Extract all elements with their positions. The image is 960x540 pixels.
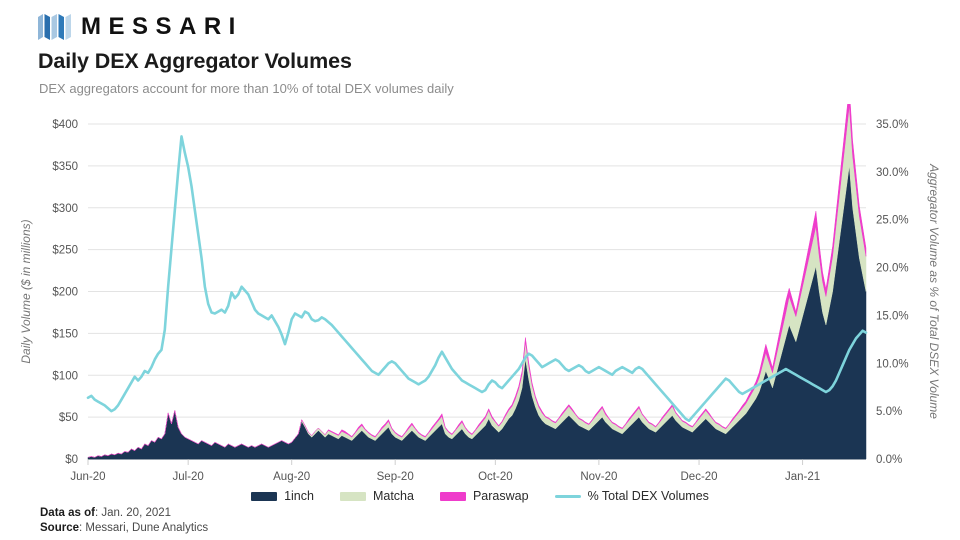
source-value: : Messari, Dune Analytics xyxy=(79,522,209,534)
y-axis-tick-label: $250 xyxy=(52,245,78,257)
messari-logo-icon xyxy=(38,14,71,40)
source-label: Source xyxy=(40,522,79,534)
y-axis-tick-label: $0 xyxy=(65,454,78,466)
chart-footer: Data as of: Jan. 20, 2021 Source: Messar… xyxy=(40,506,208,536)
y-axis-tick-label: $100 xyxy=(52,370,78,382)
line-series-pct-total-dex-volumes xyxy=(86,135,868,423)
legend-item-1inch[interactable]: 1inch xyxy=(251,489,314,503)
legend-label: Paraswap xyxy=(472,489,529,503)
y2-axis-tick-label: 15.0% xyxy=(876,310,909,322)
y-axis-tick-label: $150 xyxy=(52,328,78,340)
y-axis-tick-label: $350 xyxy=(52,161,78,173)
page-title: Daily DEX Aggregator Volumes xyxy=(38,49,352,73)
legend-swatch-icon xyxy=(554,494,581,498)
data-as-of-row: Data as of: Jan. 20, 2021 xyxy=(40,506,208,521)
data-as-of-label: Data as of xyxy=(40,507,95,519)
data-as-of-value: : Jan. 20, 2021 xyxy=(94,507,172,519)
y2-axis-tick-label: 0.0% xyxy=(876,454,902,466)
brand-name: MESSARI xyxy=(81,13,243,40)
y2-axis-tick-label: 25.0% xyxy=(876,215,909,227)
x-axis-tick-label: Jan-21 xyxy=(785,471,820,483)
y-axis-tick-label: $200 xyxy=(52,287,78,299)
y2-axis-tick-label: 30.0% xyxy=(876,167,909,179)
y-axis-tick-label: $400 xyxy=(52,119,78,131)
y2-axis-title: Aggregator Volume as % of Total DSEX Vol… xyxy=(927,163,941,419)
x-axis-tick-label: Aug-20 xyxy=(273,471,310,483)
legend-label: 1inch xyxy=(284,489,314,503)
chart-legend: 1inch Matcha Paraswap % Total DEX Volumes xyxy=(0,489,960,503)
legend-swatch-icon xyxy=(439,491,466,501)
legend-label: Matcha xyxy=(372,489,414,503)
x-axis-tick-label: Sep-20 xyxy=(377,471,414,483)
brand-header: MESSARI xyxy=(38,12,243,42)
y2-axis-tick-label: 35.0% xyxy=(876,119,909,131)
area-series-paraswap xyxy=(87,104,867,458)
y-axis-title: Daily Volume ($ in millions) xyxy=(19,219,33,363)
x-axis-tick-label: Jul-20 xyxy=(173,471,204,483)
y2-axis-tick-label: 20.0% xyxy=(876,263,909,275)
legend-swatch-icon xyxy=(251,491,278,501)
x-axis-tick-label: Nov-20 xyxy=(580,471,617,483)
legend-item-total-dex-volumes[interactable]: % Total DEX Volumes xyxy=(554,489,709,503)
y2-axis-tick-label: 10.0% xyxy=(876,358,909,370)
y-axis-tick-label: $50 xyxy=(59,412,78,424)
x-axis-tick-label: Jun-20 xyxy=(70,471,105,483)
area-series-1inch xyxy=(87,165,867,460)
x-axis-tick-label: Oct-20 xyxy=(478,471,513,483)
legend-item-paraswap[interactable]: Paraswap xyxy=(439,489,529,503)
legend-label: % Total DEX Volumes xyxy=(587,489,709,503)
page-subtitle: DEX aggregators account for more than 10… xyxy=(39,81,454,96)
combo-chart: $0 $50 $100 $150 $200 $250 $300 $350 $400 0.0% 5.0… xyxy=(19,104,941,483)
x-axis-tick-label: Dec-20 xyxy=(681,471,718,483)
legend-item-matcha[interactable]: Matcha xyxy=(339,489,414,503)
chart-plot-area: $0 $50 $100 $150 $200 $250 $300 $350 $400 0.0% 5.0… xyxy=(0,104,960,486)
y-axis-tick-label: $300 xyxy=(52,203,78,215)
source-row: Source: Messari, Dune Analytics xyxy=(40,521,208,536)
legend-swatch-icon xyxy=(339,491,366,501)
y2-axis-tick-label: 5.0% xyxy=(876,406,902,418)
